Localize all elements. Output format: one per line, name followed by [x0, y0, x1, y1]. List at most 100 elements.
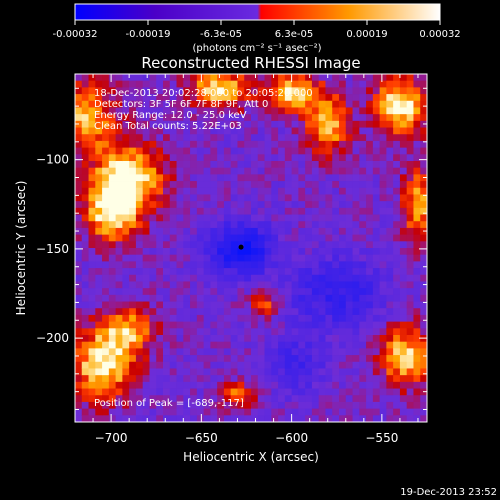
- heatmap-cell: [332, 308, 340, 316]
- heatmap-cell: [156, 100, 164, 108]
- heatmap-cell: [217, 388, 225, 396]
- heatmap-cell: [278, 227, 286, 236]
- heatmap-cell: [257, 161, 265, 169]
- heatmap-cell: [311, 415, 320, 422]
- heatmap-cell: [325, 254, 333, 262]
- heatmap-cell: [81, 167, 89, 175]
- heatmap-cell: [291, 187, 299, 195]
- heatmap-cell: [108, 314, 117, 323]
- heatmap-cell: [95, 415, 103, 422]
- heatmap-cell: [278, 308, 286, 316]
- heatmap-cell: [217, 408, 225, 416]
- heatmap-cell: [420, 341, 427, 349]
- heatmap-cell: [149, 348, 157, 356]
- heatmap-cell: [122, 341, 130, 349]
- heatmap-cell: [115, 415, 123, 422]
- heatmap-cell: [142, 301, 150, 309]
- heatmap-cell: [81, 248, 89, 256]
- annotation-time-range: 18-Dec-2013 20:02:28.000 to 20:05:20.000: [94, 88, 313, 99]
- heatmap-cell: [264, 395, 272, 403]
- heatmap-cell: [237, 274, 245, 282]
- heatmap-cell: [129, 248, 137, 256]
- heatmap-cell: [271, 348, 279, 356]
- heatmap-cell: [291, 401, 299, 410]
- heatmap-cell: [318, 395, 326, 403]
- heatmap-cell: [217, 214, 225, 222]
- heatmap-cell: [359, 127, 367, 135]
- heatmap-cell: [183, 328, 191, 336]
- heatmap-cell: [163, 127, 171, 135]
- heatmap-cell: [257, 294, 265, 302]
- heatmap-cell: [223, 355, 232, 363]
- heatmap-cell: [122, 140, 130, 149]
- heatmap-cell: [129, 167, 137, 175]
- heatmap-cell: [366, 87, 374, 95]
- heatmap-cell: [223, 268, 232, 276]
- heatmap-cell: [393, 381, 401, 389]
- heatmap-cell: [399, 281, 408, 289]
- heatmap-cell: [325, 341, 333, 349]
- heatmap-cell: [257, 234, 265, 242]
- heatmap-cell: [203, 87, 211, 95]
- heatmap-cell: [386, 221, 394, 229]
- heatmap-cell: [163, 254, 171, 262]
- heatmap-cell: [291, 314, 299, 323]
- heatmap-cell: [237, 268, 245, 276]
- heatmap-cell: [169, 388, 177, 396]
- heatmap-cell: [386, 348, 394, 356]
- heatmap-cell: [271, 201, 279, 209]
- heatmap-cell: [183, 308, 191, 316]
- heatmap-cell: [169, 288, 177, 296]
- heatmap-cell: [156, 147, 164, 155]
- heatmap-cell: [251, 375, 259, 383]
- heatmap-cell: [196, 268, 205, 276]
- heatmap-cell: [75, 308, 83, 316]
- heatmap-cell: [264, 328, 272, 336]
- heatmap-cell: [298, 254, 306, 262]
- heatmap-cell: [244, 401, 252, 410]
- heatmap-cell: [284, 207, 293, 215]
- heatmap-cell: [284, 254, 293, 262]
- heatmap-cell: [102, 375, 110, 383]
- heatmap-cell: [352, 314, 360, 323]
- heatmap-cell: [345, 415, 353, 422]
- heatmap-cell: [190, 321, 198, 329]
- heatmap-cell: [278, 114, 286, 122]
- heatmap-cell: [298, 328, 306, 336]
- heatmap-cell: [352, 361, 360, 369]
- heatmap-cell: [156, 308, 164, 316]
- heatmap-cell: [102, 355, 110, 363]
- heatmap-cell: [339, 147, 347, 155]
- heatmap-cell: [406, 288, 414, 296]
- colorbar-tick-label: -0.00032: [53, 29, 98, 40]
- heatmap-cell: [190, 207, 198, 215]
- heatmap-cell: [135, 154, 144, 162]
- heatmap-cell: [251, 174, 259, 182]
- heatmap-cell: [291, 154, 299, 162]
- heatmap-cell: [163, 348, 171, 356]
- heatmap-cell: [339, 335, 347, 343]
- heatmap-cell: [149, 274, 157, 282]
- heatmap-cell: [95, 274, 103, 282]
- heatmap-cell: [210, 161, 218, 169]
- heatmap-cell: [413, 187, 421, 195]
- heatmap-cell: [298, 154, 306, 162]
- heatmap-cell: [129, 154, 137, 162]
- heatmap-cell: [386, 87, 394, 95]
- heatmap-cell: [251, 140, 259, 149]
- heatmap-cell: [366, 381, 374, 389]
- heatmap-cell: [325, 375, 333, 383]
- heatmap-cell: [115, 301, 123, 309]
- heatmap-cell: [366, 227, 374, 236]
- heatmap-cell: [88, 288, 96, 296]
- heatmap-cell: [129, 321, 137, 329]
- heatmap-cell: [156, 314, 164, 323]
- heatmap-cell: [217, 268, 225, 276]
- heatmap-cell: [251, 308, 259, 316]
- heatmap-cell: [284, 261, 293, 269]
- heatmap-cell: [325, 301, 333, 309]
- heatmap-cell: [176, 375, 184, 383]
- heatmap-cell: [244, 274, 252, 282]
- heatmap-cell: [366, 94, 374, 102]
- heatmap-cell: [284, 274, 293, 282]
